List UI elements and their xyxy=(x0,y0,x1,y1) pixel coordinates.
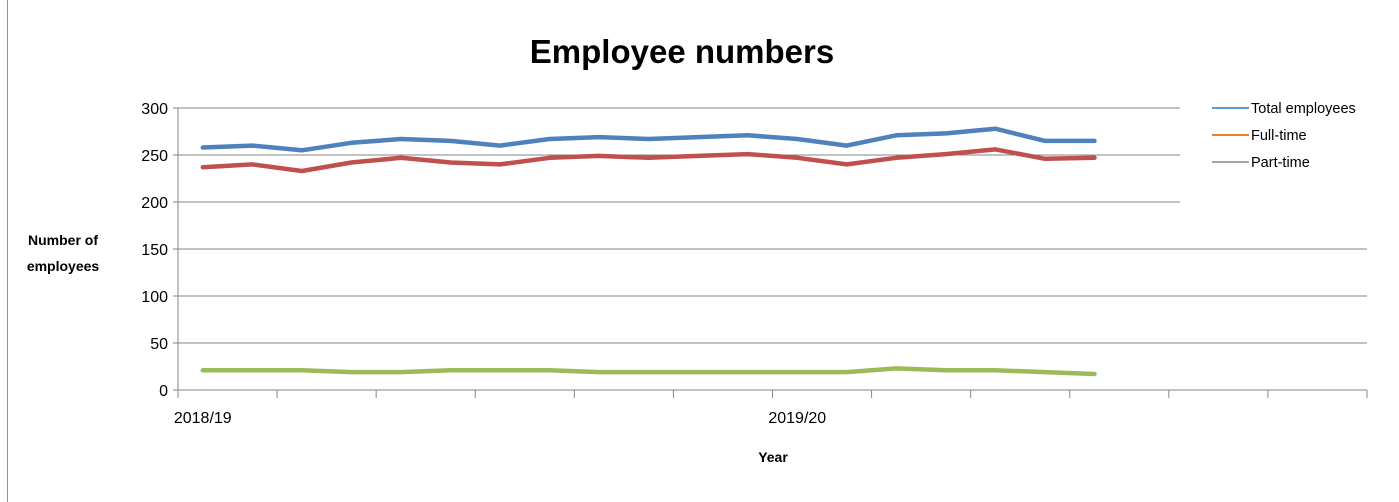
y-axis-label-line-2: employees xyxy=(27,258,100,274)
legend-label-2: Part-time xyxy=(1251,155,1310,171)
legend: Total employees Full-time Part-time xyxy=(1212,101,1356,171)
y-tick-label: 100 xyxy=(141,289,168,306)
chart-frame-border xyxy=(7,0,8,502)
x-tick-label: 2018/19 xyxy=(174,410,232,427)
x-tick-label: 2019/20 xyxy=(768,410,826,427)
y-axis-label-line-1: Number of xyxy=(28,232,98,248)
y-tick-label: 150 xyxy=(141,242,168,259)
series-line-1 xyxy=(200,147,1097,174)
y-axis-ticks: 0 50 100 150 200 250 300 xyxy=(141,101,178,400)
series-line-2 xyxy=(200,366,1097,377)
y-tick-label: 300 xyxy=(141,101,168,118)
chart-title: Employee numbers xyxy=(530,33,834,70)
series-lines xyxy=(200,126,1097,377)
x-axis: 2018/19 2019/20 xyxy=(174,108,1368,427)
series-line-0 xyxy=(200,126,1097,153)
x-axis-label: Year xyxy=(758,449,788,465)
y-tick-label: 0 xyxy=(159,383,168,400)
legend-label-0: Total employees xyxy=(1251,101,1356,117)
legend-label-1: Full-time xyxy=(1251,128,1307,144)
y-tick-label: 250 xyxy=(141,148,168,165)
y-tick-label: 200 xyxy=(141,195,168,212)
y-tick-label: 50 xyxy=(150,336,168,353)
